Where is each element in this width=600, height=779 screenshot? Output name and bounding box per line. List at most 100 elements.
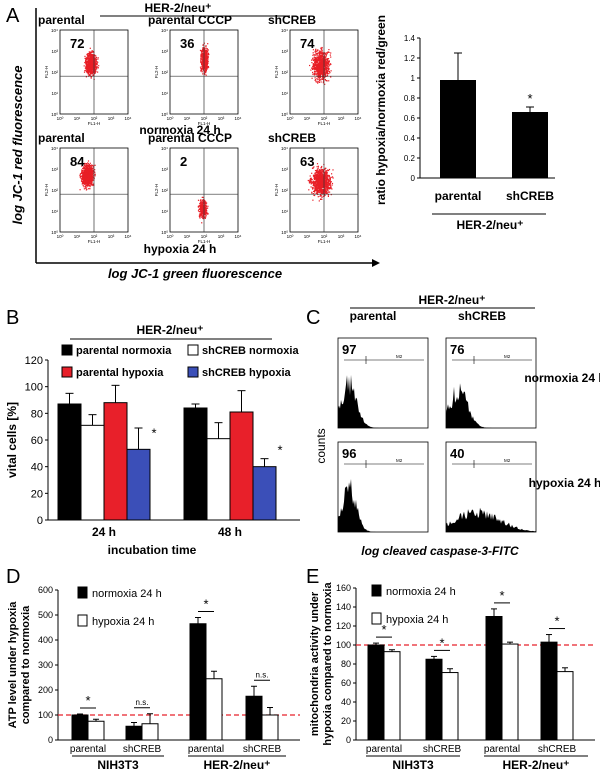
- chartE-bar-0-2: [485, 616, 503, 741]
- flow-dot: [322, 191, 324, 193]
- flow-dot: [326, 68, 328, 70]
- flow-dot: [92, 168, 94, 170]
- flow-cytometry-plots: parental7210⁰10⁰10¹10¹10²10²10³10³10⁴10⁴…: [38, 13, 362, 244]
- flow-dot: [204, 49, 206, 51]
- flow-dot: [312, 73, 314, 75]
- histogram-value: 40: [450, 446, 464, 461]
- flow-dot: [317, 176, 319, 178]
- flow-dot: [86, 55, 88, 57]
- chartE-ytick-label: 100: [336, 640, 351, 650]
- flow-dot: [83, 71, 86, 73]
- flow-dot: [322, 189, 324, 191]
- chartE-ytick-label: 120: [336, 621, 351, 631]
- flow-dot: [328, 49, 330, 51]
- flow-dot: [89, 170, 91, 172]
- flow-plot-value: 63: [300, 154, 314, 169]
- flow-dot: [320, 56, 322, 58]
- flow-dot: [83, 65, 85, 67]
- flow-dot: [88, 71, 90, 73]
- flow-dot: [314, 175, 316, 177]
- flow-dot: [318, 200, 320, 202]
- flow-dot: [91, 164, 93, 166]
- chartD-legend-swatch: [77, 586, 88, 599]
- flow-dot: [200, 199, 202, 201]
- flow-dot: [320, 65, 322, 67]
- flow-dot: [315, 172, 317, 174]
- flow-dot: [202, 201, 204, 203]
- flow-dot: [94, 57, 96, 59]
- flow-dot: [320, 177, 322, 179]
- flow-dot: [200, 60, 202, 62]
- flow-dot: [82, 183, 84, 185]
- flow-dot: [326, 61, 328, 64]
- flow-dot: [329, 72, 331, 74]
- flow-y-tick: 10⁰: [161, 230, 168, 235]
- chart-b-legend-swatch: [187, 366, 199, 378]
- flow-dot: [313, 66, 315, 68]
- flow-dot: [202, 63, 204, 65]
- flow-dot: [325, 186, 327, 188]
- flow-dot: [202, 207, 204, 209]
- flow-dot: [83, 166, 85, 168]
- flow-dot: [91, 61, 93, 63]
- flow-dot: [321, 178, 323, 180]
- chart-b-significance: *: [151, 425, 156, 440]
- flow-dot: [320, 55, 322, 57]
- flow-dot: [328, 187, 330, 190]
- flow-dot: [312, 63, 314, 65]
- flow-dot: [202, 65, 204, 68]
- chartE-legend-swatch: [371, 612, 382, 625]
- flow-dot: [95, 65, 97, 67]
- chart-b-ytick-label: 0: [37, 515, 43, 527]
- chartE-tick-label: parental: [484, 744, 520, 755]
- flow-dot: [318, 76, 320, 78]
- flow-dot: [92, 68, 94, 71]
- flow-dot: [206, 49, 208, 51]
- flow-dot: [202, 57, 204, 59]
- flow-axis-y-name: FL2-H: [44, 66, 49, 79]
- flow-dot: [89, 171, 91, 173]
- flow-dot: [322, 67, 324, 70]
- flow-dot: [89, 181, 91, 183]
- flow-dot: [95, 56, 97, 59]
- flow-dot: [90, 165, 92, 167]
- flow-dot: [93, 60, 95, 62]
- flow-plot-normoxia-2: parental CCCP3610⁰10⁰10¹10¹10²10²10³10³1…: [148, 13, 242, 126]
- flow-dot: [203, 52, 205, 54]
- flow-dot: [199, 208, 202, 210]
- flow-dot: [85, 183, 87, 185]
- flow-dot: [84, 175, 86, 178]
- flow-dot: [308, 180, 310, 182]
- flow-dot: [83, 180, 85, 182]
- flow-dot: [88, 53, 91, 55]
- flow-dot: [312, 163, 314, 166]
- flow-dot: [319, 185, 321, 187]
- flow-y-tick: 10³: [161, 167, 168, 172]
- flow-dot: [320, 183, 323, 185]
- flow-dot: [202, 61, 204, 63]
- flow-x-tick: 10²: [321, 234, 328, 239]
- flow-y-tick: 10⁴: [281, 28, 288, 33]
- flow-dot: [202, 206, 204, 208]
- flow-dot: [199, 205, 201, 208]
- flow-dot: [89, 70, 91, 72]
- chartE-bar-0-0: [367, 644, 385, 741]
- flow-dot: [205, 60, 208, 62]
- flow-dot: [313, 184, 315, 186]
- flow-dot: [327, 179, 329, 181]
- flow-dot: [202, 199, 204, 201]
- flow-dot: [90, 175, 92, 177]
- flow-dot: [321, 177, 324, 179]
- flow-y-tick: 10⁴: [281, 146, 288, 151]
- flow-dot: [201, 50, 203, 52]
- flow-dot: [202, 68, 204, 70]
- chartD-tick-label: shCREB: [243, 744, 282, 755]
- flow-dot: [312, 68, 314, 70]
- flow-x-axis-label: log JC-1 green fluorescence: [108, 266, 282, 281]
- flow-dot: [327, 70, 329, 72]
- flow-dot: [206, 55, 208, 57]
- flow-dot: [87, 62, 90, 64]
- flow-dot: [320, 181, 322, 183]
- flow-axis-y-name: FL2-H: [154, 66, 159, 79]
- flow-plot-label: shCREB: [268, 13, 316, 27]
